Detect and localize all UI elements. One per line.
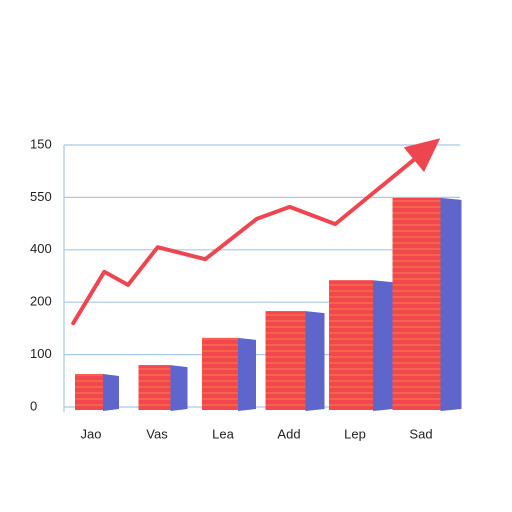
y-tick-label: 400 — [30, 241, 52, 256]
y-tick-label: 100 — [30, 346, 52, 361]
x-tick-label: Lep — [344, 426, 366, 441]
y-tick-label: 200 — [30, 294, 52, 309]
bar-side — [373, 280, 393, 411]
y-tick-label: 550 — [30, 189, 52, 204]
x-tick-label: Add — [277, 426, 300, 441]
x-tick-label: Lea — [212, 426, 234, 441]
y-tick-label: 0 — [30, 398, 37, 413]
bar-side — [440, 197, 462, 411]
bar-side — [305, 311, 325, 411]
bar-stripes — [202, 337, 238, 410]
bar-stripes — [392, 197, 441, 410]
y-tick-label: 150 — [30, 136, 52, 151]
bar-side — [238, 337, 256, 411]
bar-stripes — [265, 311, 306, 410]
bar-stripes — [138, 365, 171, 410]
x-tick-label: Jao — [81, 426, 102, 441]
trend-line — [71, 153, 421, 326]
x-tick-label: Sad — [409, 426, 432, 441]
bar-side — [103, 373, 119, 411]
x-tick-label: Vas — [146, 426, 168, 441]
bar-side — [170, 365, 188, 411]
bar-stripes — [75, 373, 103, 410]
trend-arrowhead — [403, 138, 441, 173]
bar-stripes — [329, 280, 373, 410]
